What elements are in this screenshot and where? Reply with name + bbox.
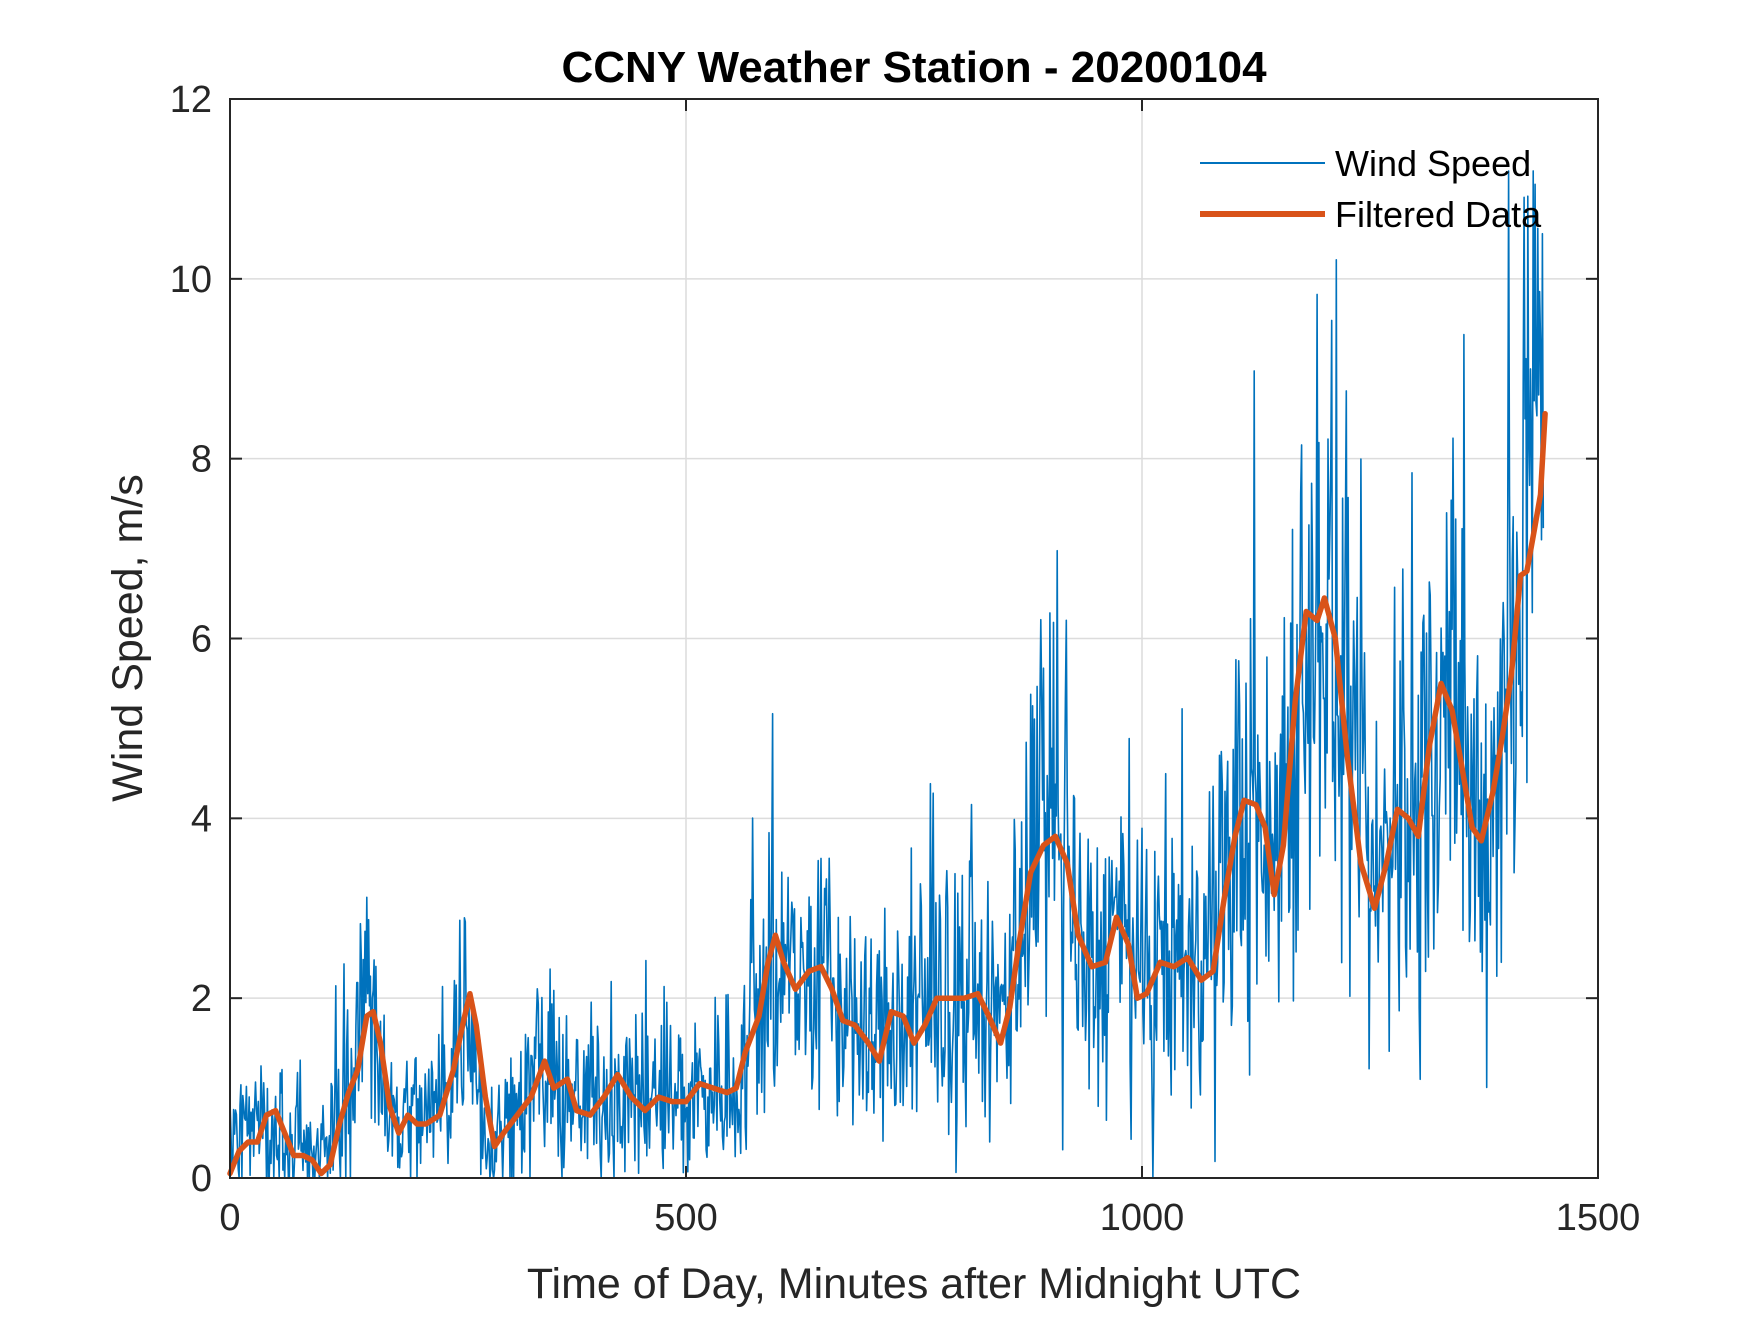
y-axis-label: Wind Speed, m/s bbox=[104, 474, 152, 801]
chart-title: CCNY Weather Station - 20200104 bbox=[561, 43, 1267, 92]
y-tick-label: 0 bbox=[191, 1158, 212, 1200]
ticks: 0 500 1000 1500 0 2 4 6 8 10 12 bbox=[170, 79, 1641, 1239]
y-tick-label: 10 bbox=[170, 259, 212, 301]
legend-label-filtered-data: Filtered Data bbox=[1335, 194, 1542, 235]
y-tick-label: 6 bbox=[191, 619, 212, 661]
legend: Wind Speed Filtered Data bbox=[1200, 143, 1542, 235]
series-filtered-data-line bbox=[227, 410, 1548, 1177]
y-tick-label: 2 bbox=[191, 978, 212, 1020]
x-axis-label: Time of Day, Minutes after Midnight UTC bbox=[527, 1260, 1301, 1308]
x-tick-label: 500 bbox=[654, 1197, 717, 1239]
series-layer bbox=[227, 170, 1548, 1179]
x-tick-label: 1000 bbox=[1100, 1197, 1185, 1239]
y-tick-label: 8 bbox=[191, 439, 212, 481]
y-tick-label: 12 bbox=[170, 79, 212, 121]
series-wind-speed-line bbox=[229, 170, 1545, 1179]
x-tick-label: 0 bbox=[219, 1197, 240, 1239]
x-tick-label: 1500 bbox=[1556, 1197, 1641, 1239]
y-tick-label: 4 bbox=[191, 798, 212, 840]
legend-label-wind-speed: Wind Speed bbox=[1335, 143, 1531, 184]
